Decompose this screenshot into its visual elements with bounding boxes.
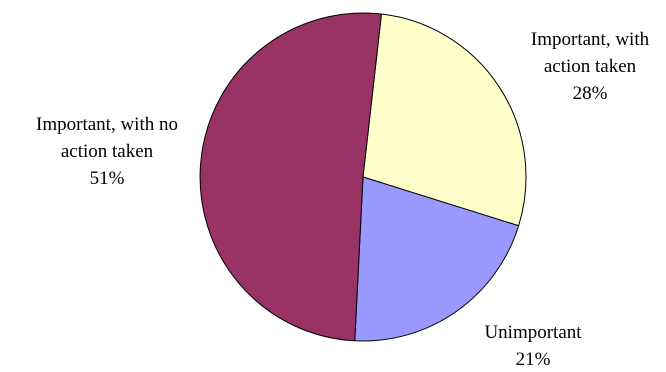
pie-labels: Important, with action taken 28% Unimportan… xyxy=(36,29,650,370)
slice-1-label-line-2: action taken xyxy=(544,56,637,77)
slice-2-percent-label: 21% xyxy=(516,349,551,370)
slice-3-percent-label: 51% xyxy=(90,168,125,189)
slice-2-label-line-1: Unimportant xyxy=(484,322,582,343)
slice-3-label-line-1: Important, with no xyxy=(36,114,178,135)
pie-slice-1 xyxy=(362,13,527,227)
pie-slice-3 xyxy=(199,12,382,342)
slice-1-percent-label: 28% xyxy=(573,83,608,104)
slice-1-label-line-1: Important, with xyxy=(531,29,650,50)
slice-3-label-line-2: action taken xyxy=(61,141,154,162)
pie-slices xyxy=(199,12,527,342)
pie-slice-2 xyxy=(354,176,520,342)
